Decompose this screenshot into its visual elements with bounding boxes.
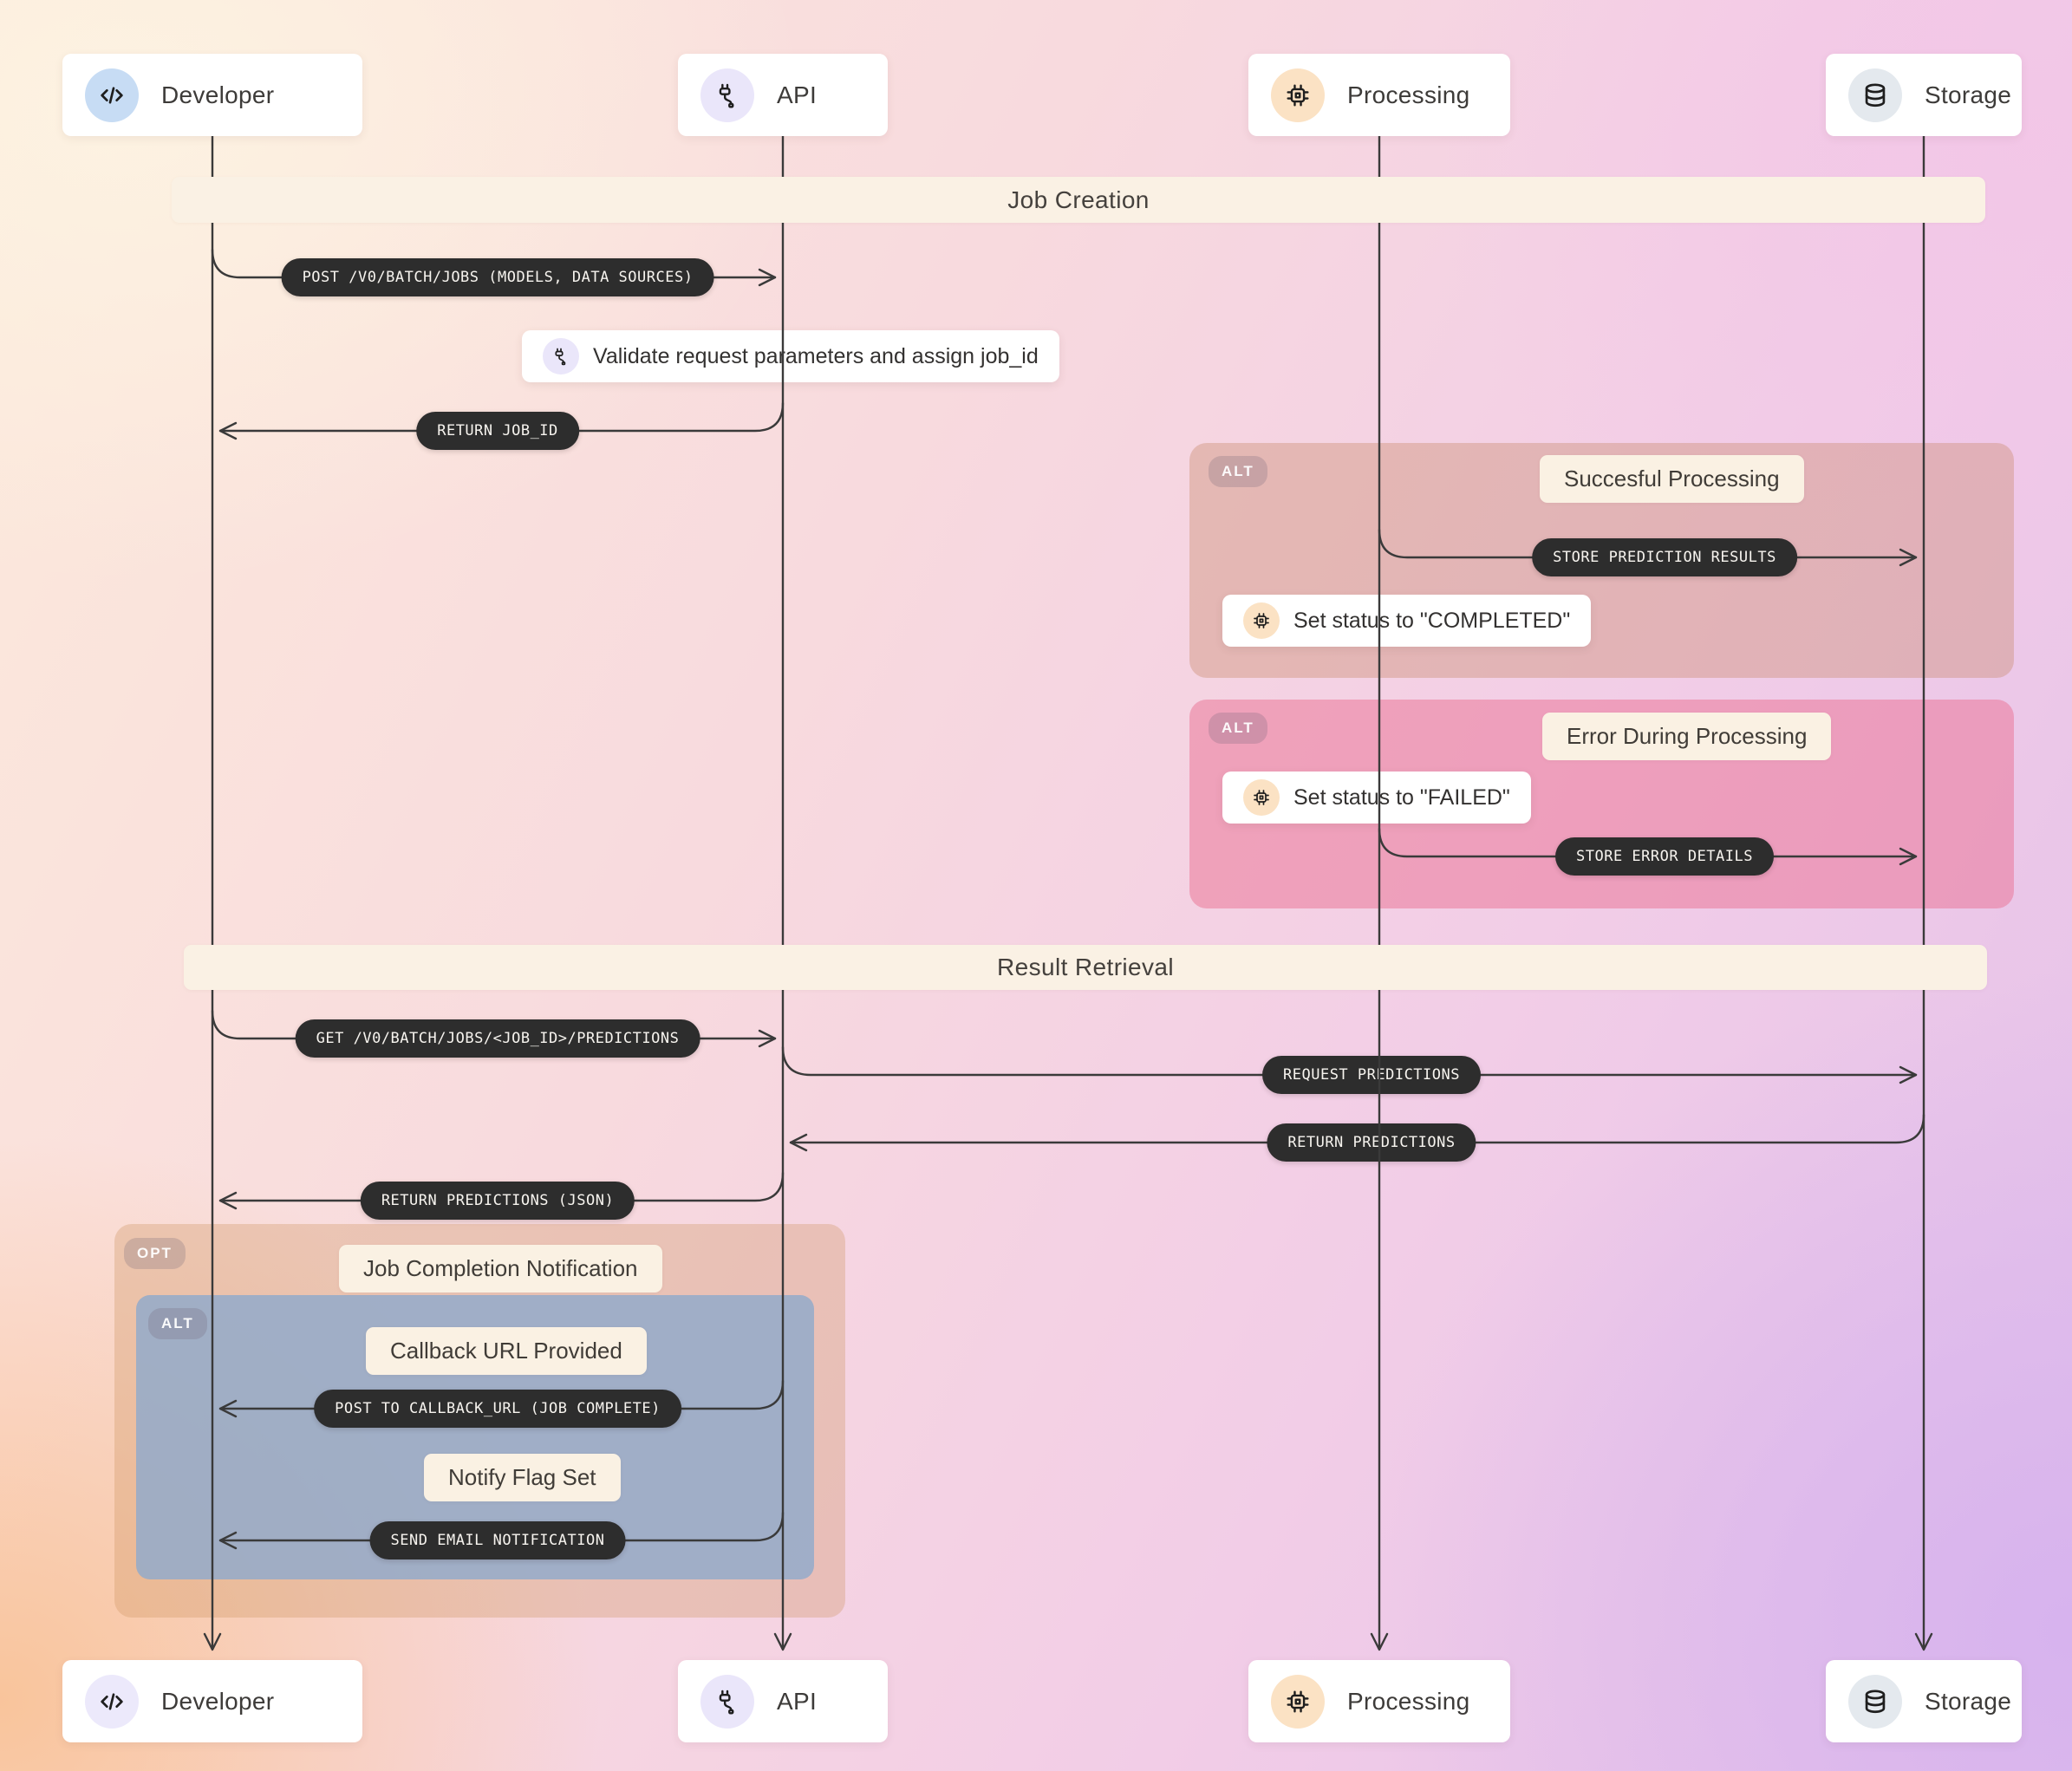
- actor-developer-top: Developer: [62, 54, 362, 136]
- actor-label: API: [777, 1687, 818, 1715]
- actor-label: Storage: [1925, 81, 2012, 108]
- actor-processing-top: Processing: [1248, 54, 1510, 136]
- note-validate-request: Validate request parameters and assign j…: [522, 330, 1059, 382]
- actor-label: Storage: [1925, 1687, 2012, 1715]
- alt-success-title: Succesful Processing: [1540, 455, 1804, 503]
- actor-label: Developer: [161, 1687, 275, 1715]
- actor-label: Processing: [1347, 1687, 1470, 1715]
- note-completed-text: Set status to "COMPLETED": [1293, 608, 1571, 633]
- message-store-error-details: STORE ERROR DETAILS: [1555, 837, 1774, 876]
- chip-icon: [1271, 68, 1325, 122]
- alt-error-badge: ALT: [1209, 713, 1267, 744]
- section-result-retrieval-title: Result Retrieval: [996, 954, 1175, 980]
- actor-label: Developer: [161, 81, 275, 108]
- message-get-predictions: GET /V0/BATCH/JOBS/<JOB_ID>/PREDICTIONS: [295, 1019, 700, 1058]
- note-status-failed: Set status to "FAILED": [1222, 772, 1531, 824]
- opt-notification-title: Job Completion Notification: [339, 1245, 662, 1292]
- chip-icon: [1243, 602, 1280, 639]
- message-request-predictions: REQUEST PREDICTIONS: [1262, 1056, 1481, 1094]
- code-icon: [85, 1674, 139, 1729]
- plug-icon: [543, 338, 579, 374]
- note-status-completed: Set status to "COMPLETED": [1222, 595, 1592, 647]
- actor-label: Processing: [1347, 81, 1470, 108]
- section-job-creation-title: Job Creation: [1007, 186, 1150, 213]
- notify-flag-title: Notify Flag Set: [424, 1454, 621, 1501]
- database-icon: [1848, 1674, 1902, 1729]
- note-failed-text: Set status to "FAILED": [1293, 785, 1510, 810]
- message-send-email: SEND EMAIL NOTIFICATION: [369, 1521, 626, 1559]
- section-result-retrieval: Result Retrieval: [184, 945, 1987, 990]
- message-post-jobs: POST /V0/BATCH/JOBS (MODELS, DATA SOURCE…: [281, 258, 714, 296]
- actor-api-top: API: [678, 54, 888, 136]
- actor-api-bottom: API: [678, 1660, 888, 1742]
- alt-callback-title: Callback URL Provided: [366, 1327, 647, 1375]
- plug-icon: [700, 1674, 754, 1729]
- plug-icon: [700, 68, 754, 122]
- message-store-prediction-results: STORE PREDICTION RESULTS: [1532, 538, 1797, 576]
- database-icon: [1848, 68, 1902, 122]
- chip-icon: [1271, 1674, 1325, 1729]
- actor-developer-bottom: Developer: [62, 1660, 362, 1742]
- alt-callback-badge: ALT: [148, 1308, 207, 1339]
- message-return-predictions-json: RETURN PREDICTIONS (JSON): [360, 1182, 635, 1220]
- section-job-creation: Job Creation: [172, 177, 1985, 223]
- message-return-predictions: RETURN PREDICTIONS: [1267, 1123, 1476, 1162]
- message-post-callback: POST TO CALLBACK_URL (JOB COMPLETE): [314, 1390, 681, 1428]
- note-validate-text: Validate request parameters and assign j…: [593, 343, 1039, 368]
- alt-success-badge: ALT: [1209, 456, 1267, 487]
- opt-notification-badge: OPT: [124, 1238, 186, 1269]
- message-return-job-id: RETURN JOB_ID: [416, 412, 579, 450]
- code-icon: [85, 68, 139, 122]
- chip-icon: [1243, 779, 1280, 816]
- alt-error-title: Error During Processing: [1542, 713, 1832, 760]
- actor-storage-top: Storage: [1826, 54, 2022, 136]
- actor-processing-bottom: Processing: [1248, 1660, 1510, 1742]
- actor-storage-bottom: Storage: [1826, 1660, 2022, 1742]
- actor-label: API: [777, 81, 818, 108]
